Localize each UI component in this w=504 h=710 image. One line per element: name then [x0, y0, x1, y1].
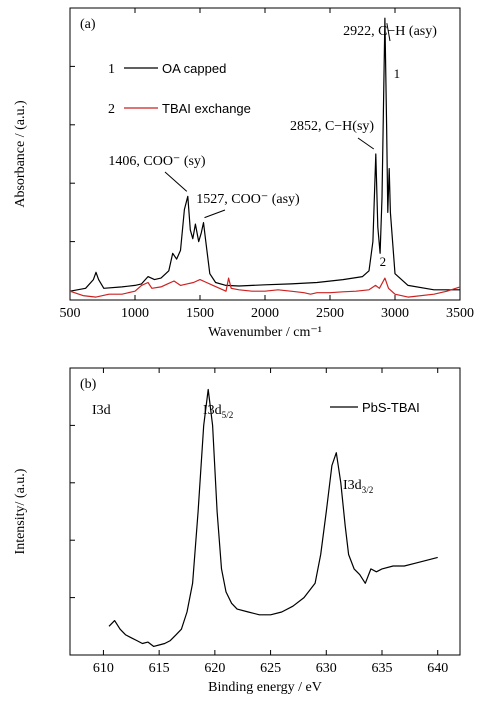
panel-a-x-tick-label: 2500 [316, 306, 344, 321]
panel-a-x-tick-label: 2000 [251, 306, 279, 321]
panel-b-label: (b) [80, 377, 97, 392]
annotation-i3d: I3d [92, 403, 111, 418]
panel-a-x-tick-label: 1000 [121, 306, 149, 321]
panel-a-x-axis-label: Wavenumber / cm⁻¹ [208, 325, 322, 340]
series-number-label: 2 [380, 254, 387, 269]
annotation-i3d-peak-2: I3d3/2 [343, 478, 374, 495]
panel-b-x-tick-label: 640 [427, 661, 448, 676]
panel-b-x-tick-label: 620 [204, 661, 225, 676]
annotation-2852: 2852, C−H(sy) [290, 119, 374, 134]
panel-b-series-1-line [108, 388, 438, 647]
annotation-arrow [357, 137, 375, 150]
annotation-2922: 2922, C−H (asy) [343, 24, 437, 39]
panel-b-x-tick-label: 625 [260, 661, 281, 676]
panel-b-plot-frame [69, 367, 461, 656]
legend-label: TBAI exchange [162, 101, 251, 116]
legend-label: OA capped [162, 61, 226, 76]
panel-b-x-tick-label: 610 [93, 661, 114, 676]
panel-b-x-tick-label: 615 [149, 661, 170, 676]
series-number-label: 1 [394, 66, 401, 81]
panel-b-x-tick-label: 630 [316, 661, 337, 676]
panel-a-series-2-line [69, 277, 461, 298]
panel-a-x-tick-label: 3500 [446, 306, 474, 321]
panel-a-x-tick-label: 1500 [186, 306, 214, 321]
legend-label: PbS-TBAI [362, 400, 420, 415]
panel-a-y-axis-label: Absorbance / (a.u.) [13, 100, 28, 208]
panel-b-y-axis-label: Intensity/ (a.u.) [13, 468, 28, 554]
annotation-1527: 1527, COO⁻ (asy) [196, 192, 300, 207]
panel-b-x-tick-label: 635 [372, 661, 393, 676]
panel-a-x-tick-label: 3000 [381, 306, 409, 321]
panel-b-x-axis-label: Binding energy / eV [208, 680, 322, 695]
annotation-arrow [386, 23, 391, 42]
legend-number: 1 [108, 62, 115, 77]
panel-a-x-tick-label: 500 [60, 306, 81, 321]
annotation-1406: 1406, COO⁻ (sy) [108, 154, 206, 169]
annotation-i3d-peak-1: I3d5/2 [203, 403, 234, 420]
panel-a-label: (a) [80, 17, 96, 32]
legend-number: 2 [108, 102, 115, 117]
panel-a-series-1-line [69, 17, 460, 292]
annotation-arrow [204, 209, 226, 219]
annotation-arrow [164, 171, 188, 192]
